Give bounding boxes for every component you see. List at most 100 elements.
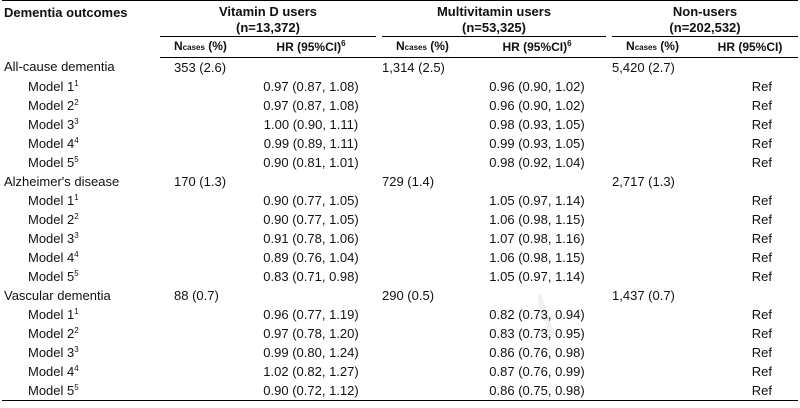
model-name: Model 1: [28, 306, 75, 322]
non-users-cases-empty: [612, 324, 702, 343]
model-footnote-marker: 2: [74, 325, 79, 335]
multivitamin-cases-empty: [382, 362, 468, 381]
multivitamin-hr: 0.86 (0.76, 0.98): [489, 344, 585, 360]
non-users-cases-empty: [612, 191, 702, 210]
multivitamin-hr: 0.96 (0.90, 1.02): [489, 97, 585, 113]
model-name: Model 3: [28, 116, 75, 132]
vitamin-d-hr: 0.83 (0.71, 0.98): [263, 268, 359, 284]
vitamin-d-hr-empty: [246, 172, 376, 191]
multivitamin-cases-empty: [382, 248, 468, 267]
multivitamin-cases-empty: [382, 324, 468, 343]
multivitamin-cases-empty: [382, 343, 468, 362]
multivitamin-hr: 1.06 (0.98, 1.15): [489, 249, 585, 265]
non-users-cases-empty: [612, 134, 702, 153]
outcome-column-header: Dementia outcomes: [2, 0, 160, 58]
model-row: Model 55 0.83 (0.71, 0.98) 1.05 (0.97, 1.1…: [2, 267, 798, 286]
model-row: Model 44 1.02 (0.82, 1.27) 0.87 (0.76, 0.9…: [2, 362, 798, 381]
model-label: Model 33: [2, 343, 160, 362]
dementia-outcomes-table: Dementia outcomes Vitamin D users (n=13,…: [2, 0, 799, 401]
model-footnote-marker: 4: [74, 249, 79, 259]
model-footnote-marker: 1: [74, 306, 79, 316]
outcome-row: All-cause dementia 353 (2.6) 1,314 (2.5) 5,…: [2, 58, 798, 78]
vitamin-d-cases: 353 (2.6): [174, 59, 227, 75]
vitamin-d-cases-empty: [160, 115, 246, 134]
multivitamin-cases-empty: [382, 96, 468, 115]
non-users-cases-empty: [612, 210, 702, 229]
model-row: Model 22 0.90 (0.77, 1.05) 1.06 (0.98, 1.1…: [2, 210, 798, 229]
multivitamin-hr: 0.98 (0.92, 1.04): [489, 154, 585, 170]
model-row: Model 11 0.97 (0.87, 1.08) 0.96 (0.90, 1.0…: [2, 77, 798, 96]
non-users-hr-header: HR (95%CI): [702, 37, 799, 58]
vitamin-d-hr: 0.99 (0.80, 1.24): [263, 344, 359, 360]
multivitamin-hr: 0.96 (0.90, 1.02): [489, 78, 585, 94]
multivitamin-hr: 0.98 (0.93, 1.05): [489, 116, 585, 132]
multivitamin-hr: 0.99 (0.93, 1.05): [489, 135, 585, 151]
model-name: Model 4: [28, 363, 75, 379]
multivitamin-cases-empty: [382, 77, 468, 96]
hr-footnote-marker: 6: [567, 39, 572, 48]
non-users-cases-empty: [612, 115, 702, 134]
multivitamin-hr: 1.05 (0.97, 1.14): [489, 192, 585, 208]
vitamin-d-hr: 0.90 (0.77, 1.05): [263, 192, 359, 208]
non-users-hr: Ref: [751, 116, 773, 132]
model-footnote-marker: 3: [74, 230, 79, 240]
non-users-hr: Ref: [751, 230, 773, 246]
model-footnote-marker: 4: [74, 135, 79, 145]
multivitamin-ncases-header: Ncases (%): [382, 37, 468, 58]
model-footnote-marker: 3: [74, 344, 79, 354]
model-footnote-marker: 1: [74, 78, 79, 88]
non-users-hr: Ref: [702, 381, 799, 401]
non-users-hr: Ref: [751, 211, 773, 227]
non-users-cases: 5,420 (2.7): [612, 59, 675, 75]
hr-label: HR (95%CI): [502, 40, 568, 54]
vitamin-d-hr: 0.90 (0.77, 1.05): [263, 211, 359, 227]
multivitamin-cases: 1,314 (2.5): [382, 59, 445, 75]
model-name: Model 3: [28, 230, 75, 246]
multivitamin-cases-empty: [382, 153, 468, 172]
model-row: Model 22 0.97 (0.87, 1.08) 0.96 (0.90, 1.0…: [2, 96, 798, 115]
ncases-tail: (%): [426, 39, 449, 53]
non-users-cases-empty: [612, 248, 702, 267]
vitamin-d-hr: 1.00 (0.90, 1.11): [263, 116, 359, 132]
multivitamin-hr: 1.05 (0.97, 1.14): [489, 268, 585, 284]
model-footnote-marker: 1: [74, 192, 79, 202]
outcome-name: All-cause dementia: [4, 59, 115, 75]
model-row: Model 33 1.00 (0.90, 1.11) 0.98 (0.93, 1.0…: [2, 115, 798, 134]
vitamin-d-cases-empty: [160, 77, 246, 96]
multivitamin-hr: 0.82 (0.73, 0.94): [489, 306, 585, 322]
model-row: Model 33 0.99 (0.80, 1.24) 0.86 (0.76, 0.9…: [2, 343, 798, 362]
model-label: Model 55: [2, 381, 160, 401]
column-gap: [376, 381, 382, 401]
model-label: Model 11: [2, 191, 160, 210]
non-users-hr: Ref: [751, 97, 773, 113]
model-label: Model 22: [2, 96, 160, 115]
non-users-group-name: Non-users: [672, 4, 738, 19]
non-users-cases-empty: [612, 77, 702, 96]
vitamin-d-hr-empty: [246, 286, 376, 305]
non-users-hr: Ref: [751, 192, 773, 208]
model-footnote-marker: 4: [74, 363, 79, 373]
model-row: Model 55 0.90 (0.72, 1.12) 0.86 (0.75, 0.9…: [2, 381, 799, 401]
model-label: Model 55: [2, 153, 160, 172]
non-users-group-n: (n=202,532): [612, 20, 799, 37]
multivitamin-cases-empty: [382, 267, 468, 286]
multivitamin-group-header: Multivitamin users (n=53,325): [382, 0, 607, 37]
vitamin-d-cases-empty: [160, 362, 246, 381]
ncases-subscript: cases: [634, 43, 657, 52]
multivitamin-hr-empty: [468, 172, 606, 191]
model-row: Model 11 0.90 (0.77, 1.05) 1.05 (0.97, 1.1…: [2, 191, 798, 210]
multivitamin-hr: 1.07 (0.98, 1.16): [489, 230, 585, 246]
column-gap: [606, 381, 613, 401]
vitamin-d-cases-empty: [160, 343, 246, 362]
multivitamin-cases-empty: [382, 305, 468, 324]
vitamin-d-hr: 1.02 (0.82, 1.27): [263, 363, 359, 379]
column-gap: [606, 37, 613, 58]
non-users-cases: 1,437 (0.7): [612, 287, 675, 303]
vitamin-d-cases: 170 (1.3): [174, 173, 227, 189]
model-label: Model 44: [2, 248, 160, 267]
ncases-subscript: cases: [182, 43, 205, 52]
model-label: Model 11: [2, 77, 160, 96]
vitamin-d-hr: 0.89 (0.76, 1.04): [263, 249, 359, 265]
model-label: Model 55: [2, 267, 160, 286]
